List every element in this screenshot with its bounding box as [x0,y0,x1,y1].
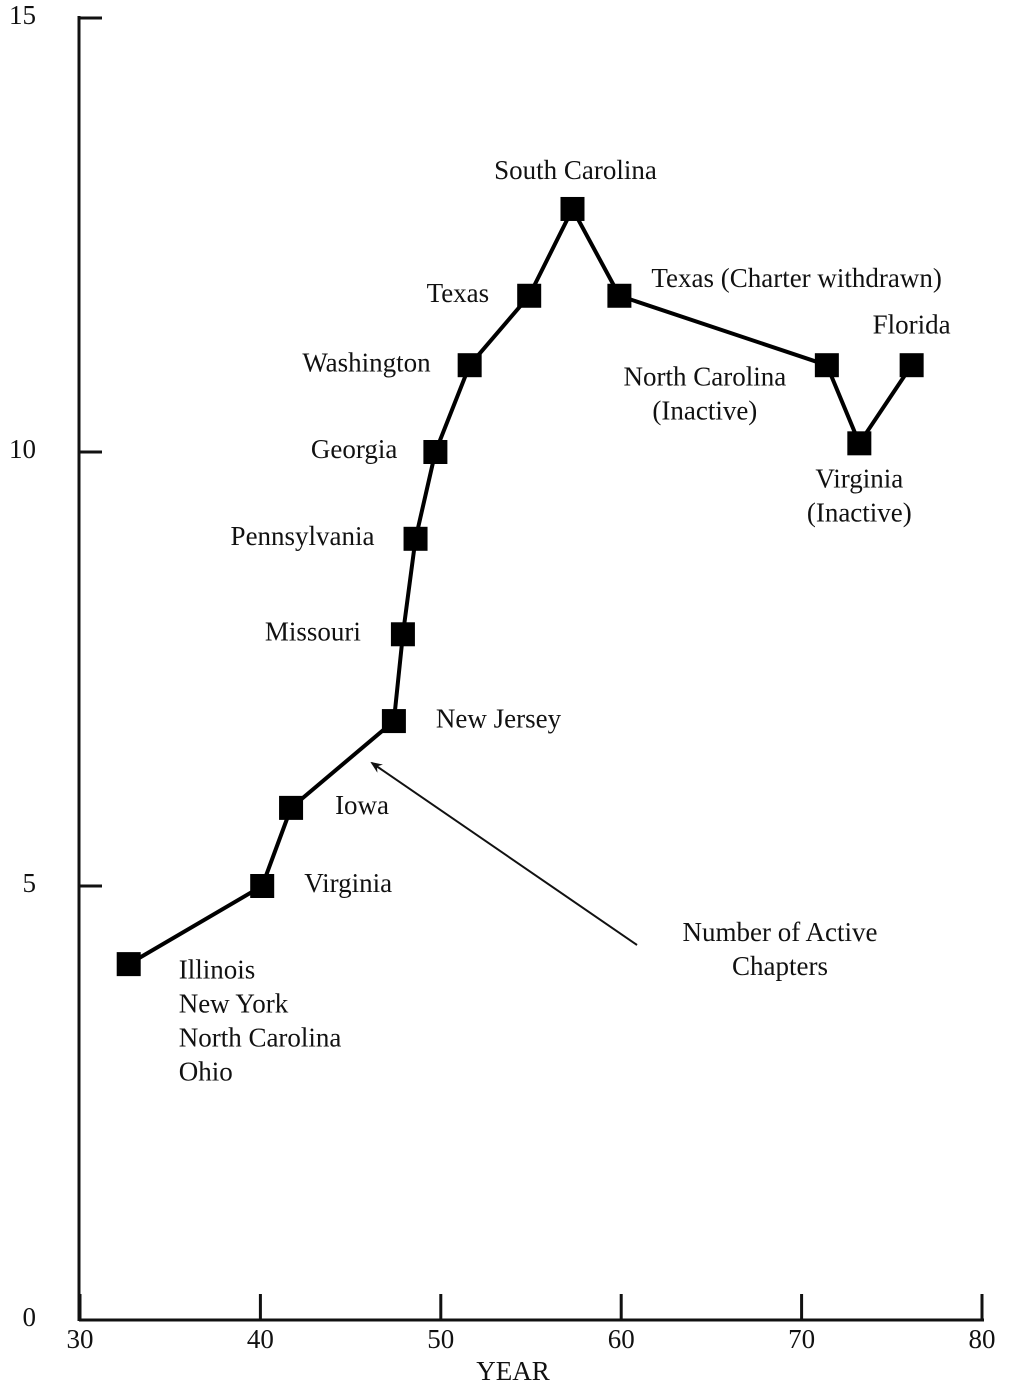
y-tick-label: 10 [9,434,36,464]
marker [517,283,542,308]
marker [279,795,304,820]
point-label: North Carolina [623,361,786,391]
point-label: Texas [427,278,490,308]
marker [116,952,141,977]
x-tick-label: 80 [969,1324,996,1354]
point-label: Iowa [335,790,389,820]
marker [423,440,448,464]
x-tick-label: 40 [247,1324,274,1354]
point-label: Florida [873,309,951,339]
marker [899,353,924,378]
marker [847,431,872,456]
marker [457,353,482,378]
point-label: Missouri [265,616,361,646]
point-label: (Inactive) [807,498,912,528]
y-tick-label: 15 [9,0,36,30]
point-label: Georgia [311,434,397,464]
y-tick-label: 5 [23,868,37,898]
marker [381,709,406,734]
x-tick-label: 30 [67,1324,94,1354]
point-label: New Jersey [436,703,562,733]
point-label: Virginia [815,464,903,494]
annotation-arrow [370,761,638,946]
marker [607,283,632,308]
annotation: Chapters [732,951,828,981]
x-tick-label: 50 [427,1324,454,1354]
marker [560,196,585,221]
point-label: South Carolina [494,155,657,185]
x-tick-label: 70 [788,1324,815,1354]
x-tick-label: 60 [608,1324,635,1354]
point-label: Pennsylvania [231,521,375,551]
point-label: Ohio [179,1056,233,1086]
point-label: Illinois [179,954,256,984]
point-label: New York [179,988,289,1018]
marker [250,874,275,898]
point-label: Washington [302,347,431,377]
point-label: (Inactive) [652,395,757,425]
y-tick-label: 0 [23,1302,37,1332]
point-label: Virginia [304,868,392,898]
marker [814,353,839,378]
point-label: North Carolina [179,1022,342,1052]
marker [403,526,428,551]
marker [390,622,415,647]
line [127,206,914,966]
x-axis-label: YEAR [476,1356,550,1386]
annotation: Number of Active [683,917,878,947]
point-label: Texas (Charter withdrawn) [651,263,942,293]
